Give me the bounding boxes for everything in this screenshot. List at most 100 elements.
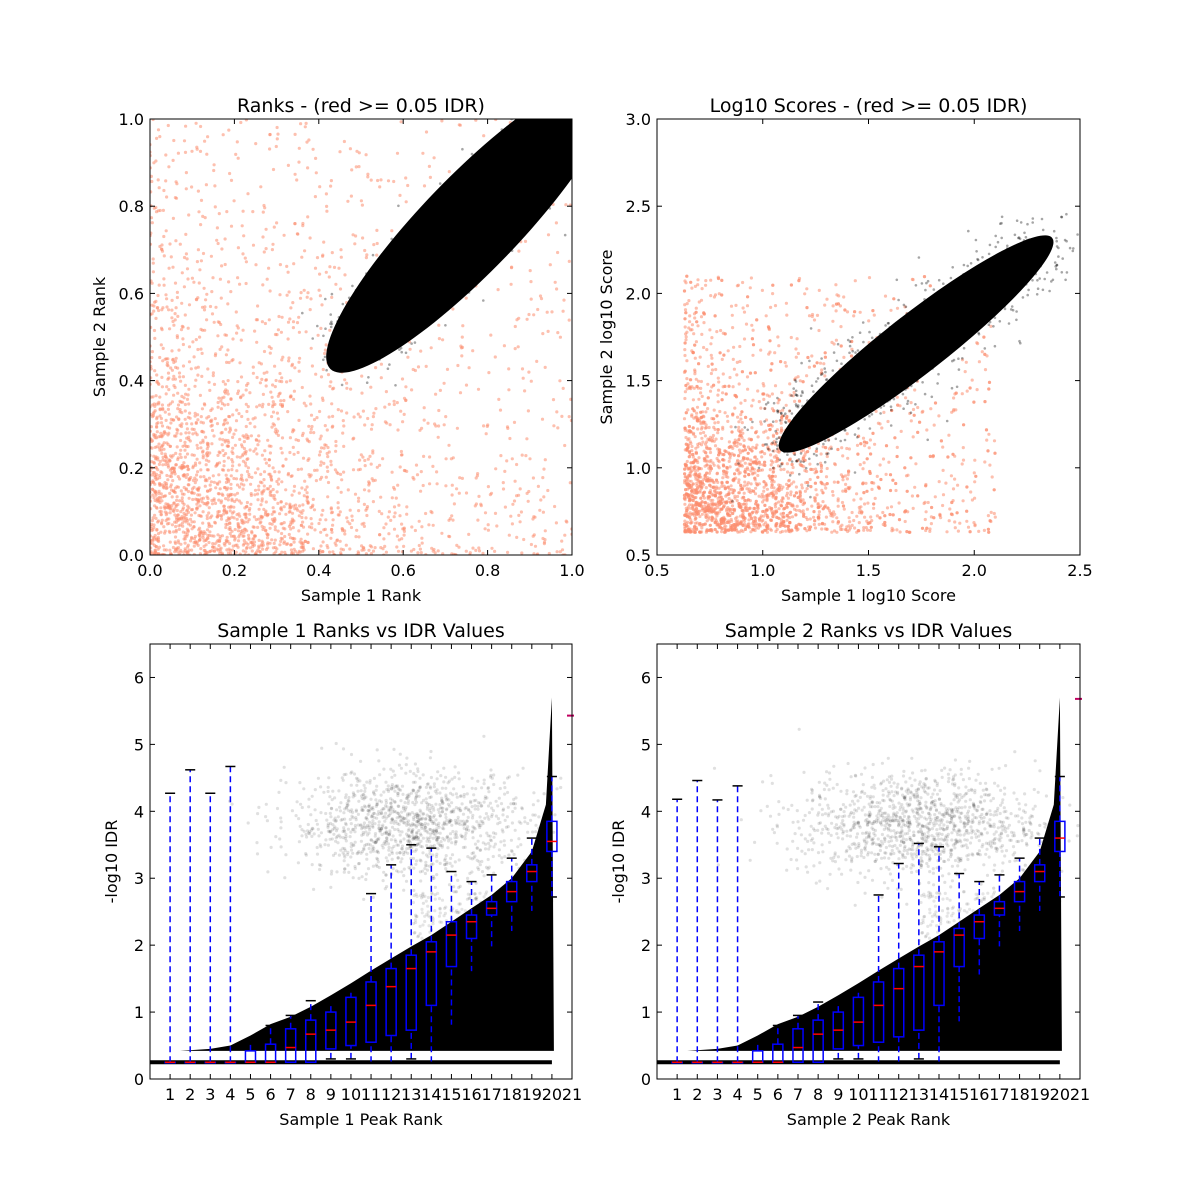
data-point [459,214,462,217]
data-point [551,398,556,402]
data-point [528,269,532,273]
data-point [784,301,789,305]
data-point [186,530,190,534]
data-point [534,132,537,136]
data-point [267,402,271,406]
data-point [932,423,936,427]
data-point [315,416,319,420]
data-point [290,364,294,368]
data-point [366,457,370,461]
data-point [463,240,466,243]
data-point [301,520,305,524]
data-point [203,216,207,220]
data-point [153,404,157,408]
data-point [416,252,420,255]
panel-1: 0.0 0.2 0.4 0.6 0.8 1.00.00.20.40.60.81.0Rank… [90,95,596,605]
data-point [960,358,965,362]
data-point [422,249,426,252]
data-point [161,359,165,363]
data-point [226,379,230,383]
data-point [320,475,324,479]
data-point [431,464,435,468]
data-point [378,185,382,189]
data-point [160,522,164,526]
data-point [267,458,272,462]
data-point [388,292,391,296]
data-point [702,430,706,435]
data-point [220,443,224,447]
data-point [170,298,174,302]
data-point [438,292,441,295]
data-point [436,304,440,308]
data-point [568,147,572,150]
data-point [264,547,269,552]
data-point [216,400,220,405]
data-point [481,551,485,555]
data-point [158,135,162,139]
data-point [244,464,248,468]
data-point [832,529,837,533]
data-point [456,269,460,272]
data-point [186,415,190,419]
data-point [231,548,235,552]
data-point [186,510,191,514]
data-point [471,247,475,250]
data-point [593,107,596,110]
data-point [419,296,422,300]
data-point [391,297,395,301]
data-point [518,520,522,524]
data-point [461,254,465,258]
data-point [288,536,293,540]
data-point [215,226,219,230]
data-point [254,263,258,267]
data-point [374,407,378,411]
data-point [164,229,168,233]
data-point [284,502,288,506]
data-point [345,411,349,415]
data-point [210,442,214,446]
data-point [390,229,394,233]
data-point [246,466,250,470]
data-point [880,426,884,430]
data-point [382,320,386,324]
data-point [495,167,499,170]
data-point [351,233,355,237]
data-point [368,320,371,323]
data-point [297,315,301,319]
data-point [352,326,356,329]
data-point [513,161,517,164]
data-point [716,505,720,510]
data-point [215,462,219,467]
data-point [421,151,425,155]
data-point [705,454,709,458]
data-point [484,190,487,194]
data-point [846,456,850,460]
data-point [342,334,346,338]
data-point [229,474,233,478]
data-point [228,509,232,513]
data-point [291,326,295,330]
data-point [209,420,213,424]
data-point [168,426,172,430]
data-point [184,475,188,479]
data-point [365,304,369,308]
data-point [184,187,188,191]
data-point [351,317,355,321]
data-point [562,148,565,152]
data-point [862,528,866,532]
data-point [154,516,158,521]
data-point [889,308,893,312]
data-point [488,493,492,497]
data-point [368,338,371,341]
data-point [329,536,333,540]
data-point [183,402,187,407]
data-point [366,313,370,317]
data-point [702,321,706,325]
data-point [261,392,265,396]
data-point [379,315,382,318]
data-point [313,266,318,270]
data-point [347,314,350,317]
data-point [187,213,191,217]
data-point [295,321,300,325]
data-point [464,224,468,227]
